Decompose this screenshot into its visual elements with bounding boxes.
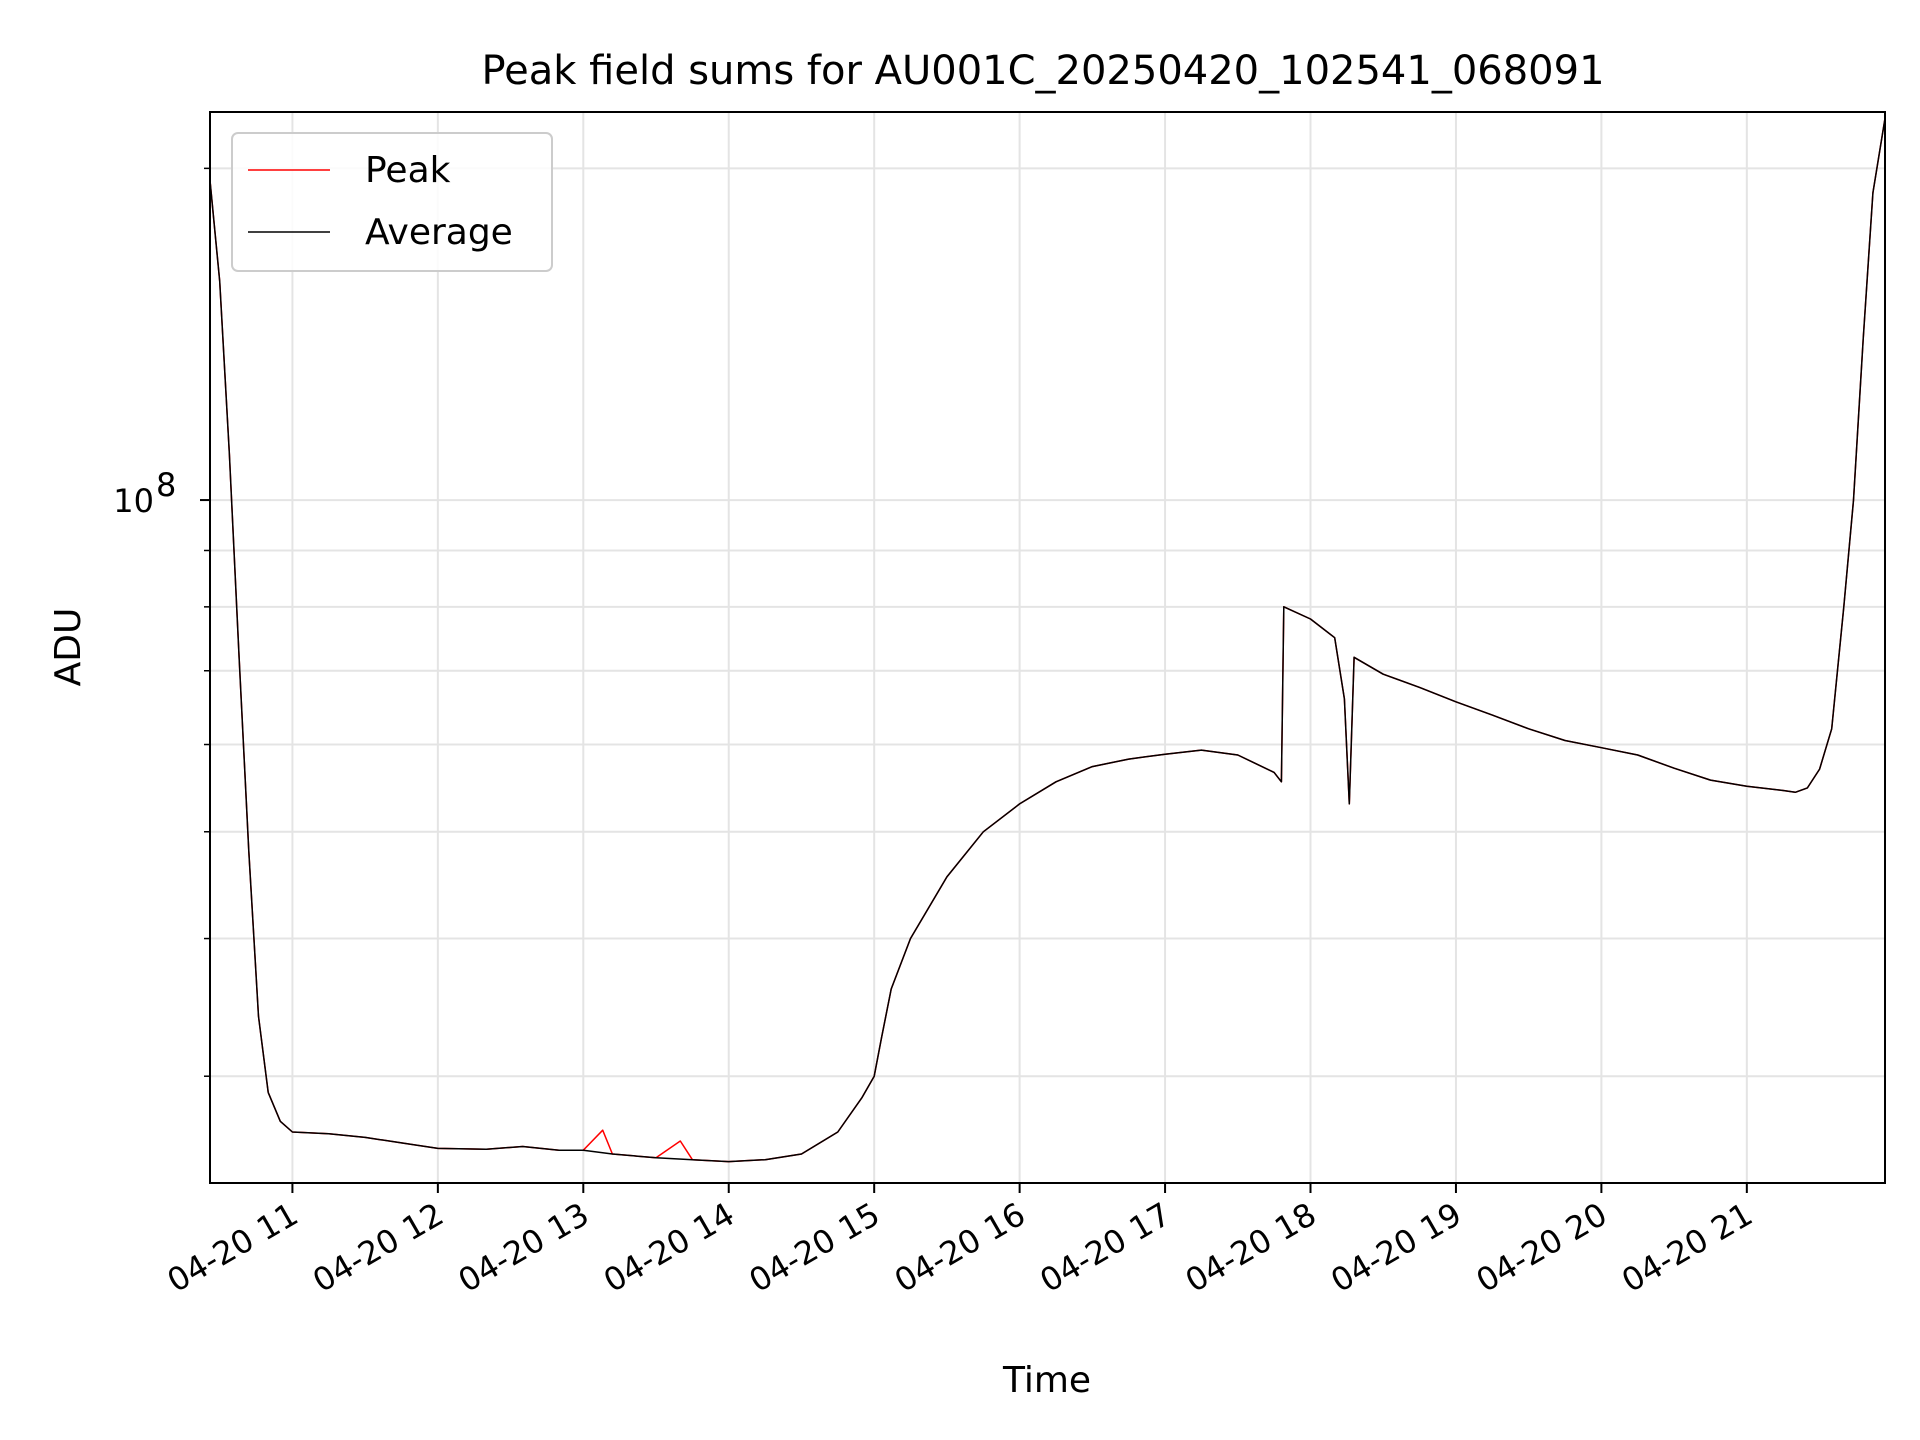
y-axis-label: ADU bbox=[48, 608, 89, 687]
x-axis-label: Time bbox=[1002, 1360, 1091, 1401]
legend: Peak Average bbox=[231, 132, 553, 272]
series-line-average bbox=[209, 118, 1886, 1163]
legend-label-average: Average bbox=[365, 212, 513, 253]
y-tick-label-exponent: 8 bbox=[156, 466, 176, 504]
grid-layer bbox=[210, 112, 1885, 1183]
y-tick-label: 10 bbox=[113, 482, 154, 520]
chart-title: Peak field sums for AU001C_20250420_1025… bbox=[481, 48, 1604, 94]
legend-label-peak: Peak bbox=[365, 150, 451, 191]
legend-box bbox=[231, 132, 553, 272]
plot-frame bbox=[209, 111, 1886, 1184]
series-layer bbox=[209, 118, 1886, 1163]
